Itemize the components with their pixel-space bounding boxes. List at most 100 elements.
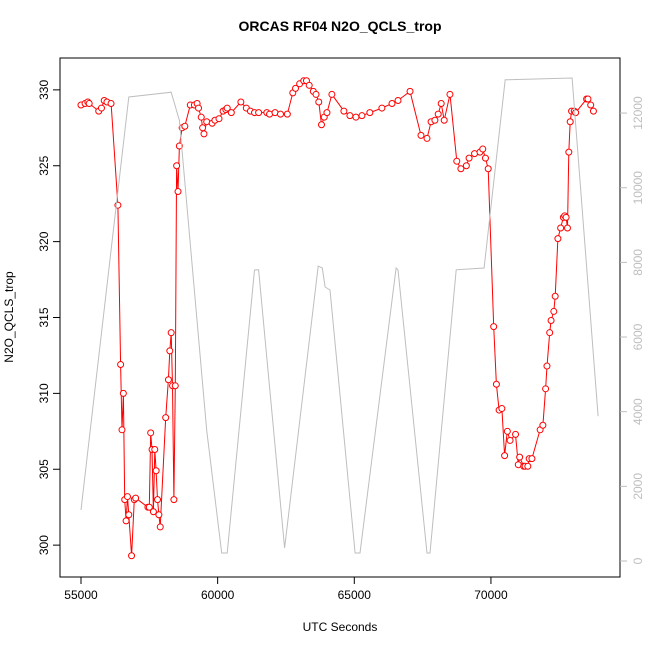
point-marker — [584, 95, 592, 103]
y2-tick-label: 8000 — [631, 249, 645, 276]
point-marker — [366, 109, 374, 117]
y2-tick-label: 10000 — [631, 171, 645, 205]
series-line — [80, 77, 599, 554]
x-tick-label: 65000 — [338, 588, 372, 602]
y2-tick-label: 6000 — [631, 323, 645, 350]
point-marker — [156, 523, 164, 531]
point-marker — [440, 116, 448, 124]
point-marker — [328, 90, 336, 98]
point-marker — [352, 113, 360, 121]
point-marker — [85, 100, 93, 108]
y-tick-label: 310 — [37, 383, 51, 403]
point-marker — [481, 154, 489, 162]
point-marker — [149, 508, 157, 516]
point-marker — [292, 84, 300, 92]
point-marker — [551, 292, 559, 300]
y-tick-label: 320 — [37, 231, 51, 251]
point-marker — [128, 552, 136, 560]
point-marker — [154, 496, 162, 504]
point-marker — [498, 405, 506, 413]
point-marker — [562, 213, 570, 221]
point-marker — [277, 110, 285, 118]
point-marker — [255, 109, 263, 117]
point-marker — [587, 101, 595, 109]
point-marker — [173, 162, 181, 170]
point-marker — [501, 452, 509, 460]
point-marker — [406, 87, 414, 95]
point-marker — [550, 307, 558, 315]
y-tick-label: 330 — [37, 80, 51, 100]
point-marker — [506, 436, 514, 444]
x-tick-label: 60000 — [201, 588, 235, 602]
point-marker — [195, 104, 203, 112]
point-marker — [434, 110, 442, 118]
point-marker — [563, 224, 571, 232]
point-marker — [151, 446, 159, 454]
point-marker — [167, 329, 175, 337]
point-marker — [132, 494, 140, 502]
point-marker — [197, 113, 205, 121]
chart-title: ORCAS RF04 N2O_QCLS_trop — [238, 18, 441, 34]
y2-tick-label: 2000 — [631, 473, 645, 500]
point-marker — [215, 115, 223, 123]
point-marker — [516, 453, 524, 461]
point-marker — [171, 382, 179, 390]
point-marker — [145, 503, 153, 511]
y-axis-label: N2O_QCLS_trop — [2, 271, 16, 363]
point-marker — [492, 380, 500, 388]
point-marker — [175, 142, 183, 150]
point-marker — [122, 517, 130, 525]
point-marker — [170, 496, 178, 504]
point-marker — [200, 130, 208, 138]
point-marker — [512, 430, 520, 438]
point-marker — [123, 493, 131, 501]
y2-tick-label: 12000 — [631, 96, 645, 130]
point-marker — [557, 224, 565, 232]
point-marker — [237, 98, 245, 106]
point-marker — [166, 347, 174, 355]
point-marker — [388, 100, 396, 108]
point-marker — [542, 385, 550, 393]
point-marker — [524, 462, 532, 470]
y2-tick-label: 4000 — [631, 398, 645, 425]
point-marker — [457, 165, 465, 173]
x-tick-label: 55000 — [64, 588, 98, 602]
point-marker — [465, 154, 473, 162]
point-marker — [107, 100, 115, 108]
point-marker — [446, 90, 454, 98]
point-marker — [358, 112, 366, 120]
point-marker — [199, 124, 207, 132]
point-marker — [283, 110, 291, 118]
point-marker — [378, 104, 386, 112]
point-marker — [503, 427, 511, 435]
point-marker — [546, 329, 554, 337]
point-marker — [547, 317, 555, 325]
y2-tick-label: 0 — [631, 557, 645, 564]
point-marker — [589, 107, 597, 115]
point-marker — [164, 376, 172, 384]
point-marker — [155, 511, 163, 519]
y-tick-label: 315 — [37, 307, 51, 327]
point-marker — [346, 112, 354, 120]
point-marker — [394, 96, 402, 104]
point-marker — [181, 122, 189, 130]
point-marker — [479, 145, 487, 153]
point-marker — [118, 426, 126, 434]
point-marker — [152, 467, 160, 475]
point-marker — [528, 455, 536, 463]
point-marker — [117, 361, 125, 369]
x-axis-label: UTC Seconds — [303, 620, 378, 634]
point-marker — [305, 81, 313, 89]
point-marker — [484, 165, 492, 173]
point-marker — [119, 389, 127, 397]
point-marker — [147, 429, 155, 437]
point-marker — [223, 104, 231, 112]
point-marker — [423, 134, 431, 142]
point-marker — [572, 109, 580, 117]
point-marker — [554, 235, 562, 243]
y-tick-label: 300 — [37, 535, 51, 555]
point-marker — [437, 100, 445, 108]
point-marker — [162, 414, 170, 422]
